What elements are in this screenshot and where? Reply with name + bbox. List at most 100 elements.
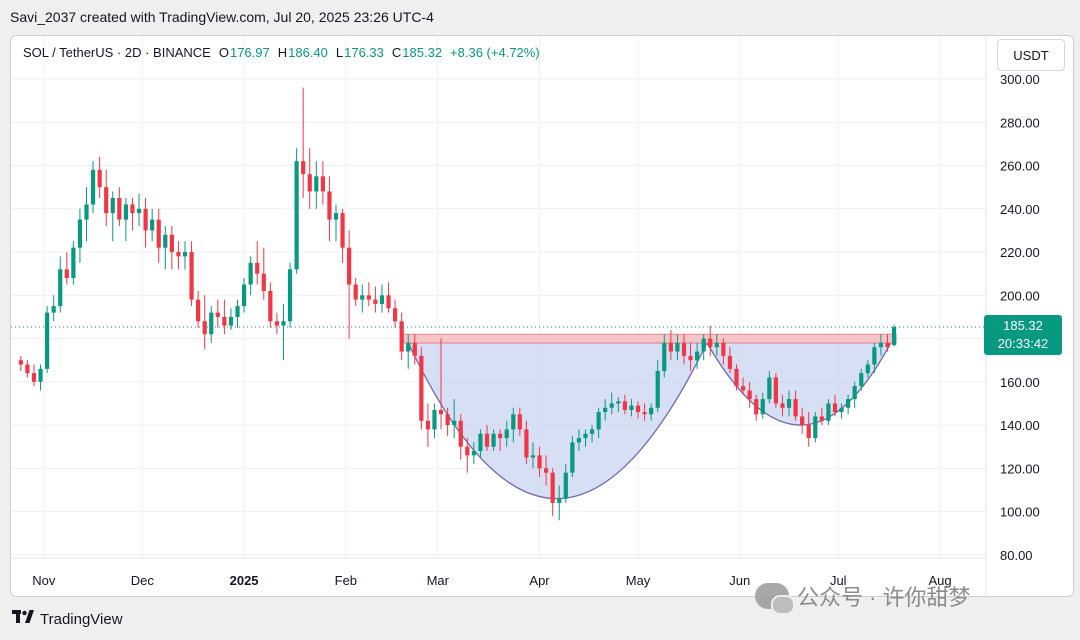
candle-body bbox=[215, 312, 220, 317]
candle-body bbox=[635, 405, 641, 413]
candle-body bbox=[222, 316, 227, 326]
price-tick-label: 160.00 bbox=[1000, 375, 1040, 390]
candle-body bbox=[819, 416, 824, 421]
change-value: +8.36 (+4.72%) bbox=[450, 45, 540, 60]
candle-body bbox=[386, 295, 391, 309]
candle-body bbox=[832, 403, 838, 413]
candlestick-chart[interactable]: Nov Dec 2025 Feb Mar Apr May Jun Jul Aug 300.00 28… bbox=[11, 36, 1073, 596]
candle-body bbox=[452, 420, 457, 426]
candle-body bbox=[622, 401, 627, 410]
candle-body bbox=[458, 420, 463, 447]
close-label: C bbox=[391, 45, 402, 60]
candle-body bbox=[379, 295, 385, 304]
candle-body bbox=[734, 368, 739, 387]
candle-body bbox=[77, 219, 83, 248]
candle-body bbox=[287, 269, 293, 322]
candle-body bbox=[412, 342, 417, 356]
candle-body bbox=[235, 306, 240, 317]
candle-body bbox=[498, 433, 503, 439]
candle-body bbox=[18, 360, 23, 365]
time-tick-label: Dec bbox=[131, 573, 155, 588]
candle-body bbox=[432, 409, 437, 430]
time-tick-label: Mar bbox=[427, 573, 450, 588]
candle-body bbox=[609, 403, 614, 408]
candle-body bbox=[767, 377, 772, 400]
candle-body bbox=[491, 433, 496, 447]
candle-body bbox=[58, 269, 63, 307]
candle-body bbox=[878, 342, 884, 348]
candle-body bbox=[846, 399, 851, 408]
candle-body bbox=[25, 364, 30, 374]
candle-body bbox=[885, 342, 890, 348]
candle-body bbox=[399, 321, 404, 352]
candle-body bbox=[511, 414, 516, 430]
candle-body bbox=[714, 342, 719, 348]
tradingview-logo[interactable]: TradingView bbox=[12, 609, 123, 629]
candle-body bbox=[603, 407, 608, 413]
candle-body bbox=[793, 399, 798, 417]
time-axis: Nov Dec 2025 Feb Mar Apr May Jun Jul Aug bbox=[11, 557, 986, 588]
candle-body bbox=[629, 405, 634, 410]
candle-body bbox=[570, 442, 575, 473]
price-axis: 300.00280.00260.00240.00220.00200.00180.… bbox=[985, 36, 1040, 596]
time-tick-label: 2025 bbox=[230, 573, 259, 588]
cup-area bbox=[407, 342, 708, 500]
price-tick-label: 240.00 bbox=[1000, 202, 1040, 217]
candle-body bbox=[64, 269, 69, 278]
candle-body bbox=[681, 342, 687, 356]
candle-body bbox=[156, 219, 161, 248]
price-tick-label: 260.00 bbox=[1000, 159, 1040, 174]
candle-body bbox=[695, 351, 700, 361]
candle-body bbox=[169, 234, 174, 253]
candle-body bbox=[38, 368, 43, 382]
candle-body bbox=[557, 498, 562, 503]
chart-panel[interactable]: Nov Dec 2025 Feb Mar Apr May Jun Jul Aug 300.00 28… bbox=[10, 35, 1074, 597]
candle-body bbox=[655, 371, 660, 408]
open-value: 176.97 bbox=[229, 45, 270, 60]
candle-body bbox=[241, 284, 247, 307]
grid-lines bbox=[11, 36, 986, 558]
candle-body bbox=[347, 247, 352, 285]
candle-body bbox=[255, 262, 260, 274]
candle-body bbox=[150, 219, 155, 231]
candle-body bbox=[675, 342, 680, 352]
symbol-label[interactable]: SOL / TetherUS · 2D · BINANCE bbox=[23, 45, 211, 60]
time-tick-label: Jun bbox=[729, 573, 750, 588]
candle-body bbox=[327, 191, 332, 220]
time-tick-label: Aug bbox=[928, 573, 951, 588]
resistance-zone bbox=[401, 333, 897, 344]
candle-body bbox=[45, 312, 50, 369]
candle-body bbox=[294, 161, 299, 270]
candle-body bbox=[307, 174, 312, 192]
candle-body bbox=[117, 197, 122, 220]
low-value: 176.33 bbox=[344, 45, 384, 60]
candle-body bbox=[616, 401, 621, 404]
candle-body bbox=[662, 342, 667, 372]
candle-body bbox=[596, 412, 601, 430]
candle-body bbox=[550, 472, 555, 503]
candle-body bbox=[583, 433, 588, 439]
candle-body bbox=[747, 390, 752, 400]
candle-body bbox=[872, 347, 877, 365]
close-value: 185.32 bbox=[402, 45, 443, 60]
candle-body bbox=[31, 373, 37, 382]
candle-body bbox=[806, 425, 811, 439]
candle-body bbox=[51, 306, 56, 313]
chart-caption: Savi_2037 created with TradingView.com, … bbox=[10, 9, 434, 25]
price-tick-label: 140.00 bbox=[1000, 418, 1040, 433]
candle-body bbox=[248, 262, 253, 285]
candle-body bbox=[773, 377, 778, 404]
candle-body bbox=[668, 342, 673, 352]
candle-body bbox=[708, 338, 713, 348]
high-value: 186.40 bbox=[288, 45, 328, 60]
candle-body bbox=[865, 364, 870, 374]
cup-pattern bbox=[407, 342, 892, 500]
candle-body bbox=[274, 321, 280, 326]
wechat-watermark: 公众号 · 许你甜梦 bbox=[755, 580, 971, 615]
candle-body bbox=[484, 433, 490, 447]
currency-unit-button[interactable]: USDT bbox=[997, 39, 1065, 71]
candle-body bbox=[340, 213, 345, 248]
candle-body bbox=[576, 438, 582, 443]
candle-body bbox=[353, 284, 358, 300]
